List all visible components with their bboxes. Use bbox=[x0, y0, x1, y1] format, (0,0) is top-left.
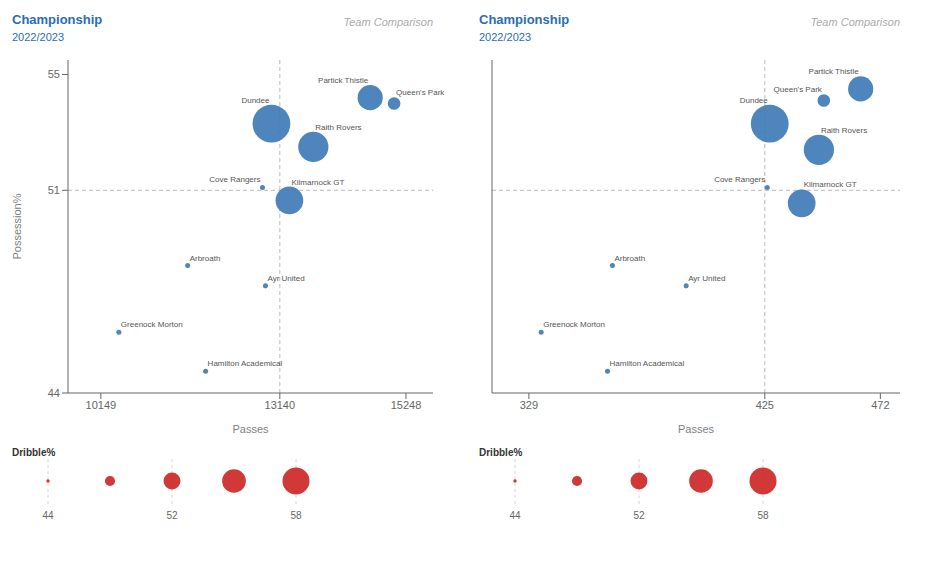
html-text:2022/2023: 2022/2023 bbox=[479, 31, 531, 43]
svg-text:Dribble%: Dribble% bbox=[12, 447, 55, 458]
svg-text:Arbroath: Arbroath bbox=[190, 254, 221, 263]
svg-text:58: 58 bbox=[290, 510, 302, 521]
svg-text:Raith Rovers: Raith Rovers bbox=[821, 126, 867, 135]
svg-text:51: 51 bbox=[48, 184, 60, 196]
svg-text:Greenock Morton: Greenock Morton bbox=[121, 320, 183, 329]
svg-text:Passes: Passes bbox=[232, 423, 269, 435]
svg-text:52: 52 bbox=[166, 510, 178, 521]
svg-text:Dribble%: Dribble% bbox=[479, 447, 522, 458]
svg-text:Hamilton Academical: Hamilton Academical bbox=[208, 359, 283, 368]
svg-text:13140: 13140 bbox=[265, 399, 296, 411]
html-text:Championship: Championship bbox=[12, 12, 103, 27]
svg-text:44: 44 bbox=[509, 510, 521, 521]
html-text:Team Comparison: Team Comparison bbox=[343, 16, 433, 28]
svg-text:Ayr United: Ayr United bbox=[267, 274, 304, 283]
svg-text:44: 44 bbox=[48, 387, 60, 399]
svg-text:44: 44 bbox=[42, 510, 54, 521]
svg-text:472: 472 bbox=[871, 399, 889, 411]
svg-text:15248: 15248 bbox=[391, 399, 422, 411]
html-text:Team Comparison: Team Comparison bbox=[810, 16, 900, 28]
html-text:2022/2023: 2022/2023 bbox=[12, 31, 64, 43]
svg-text:Ayr United: Ayr United bbox=[688, 274, 725, 283]
svg-text:Queen's Park: Queen's Park bbox=[396, 88, 445, 97]
svg-text:Partick Thistle: Partick Thistle bbox=[809, 67, 860, 76]
svg-text:Cove Rangers: Cove Rangers bbox=[209, 175, 260, 184]
svg-text:Possession%: Possession% bbox=[11, 193, 23, 259]
svg-text:425: 425 bbox=[756, 399, 774, 411]
svg-text:Partick Thistle: Partick Thistle bbox=[318, 76, 369, 85]
svg-text:Queen's Park: Queen's Park bbox=[774, 85, 823, 94]
svg-text:Kilmarnock GT: Kilmarnock GT bbox=[804, 180, 857, 189]
svg-text:Dundee: Dundee bbox=[241, 96, 270, 105]
svg-text:Dundee: Dundee bbox=[740, 96, 769, 105]
svg-text:Greenock Morton: Greenock Morton bbox=[543, 320, 605, 329]
svg-text:10149: 10149 bbox=[86, 399, 117, 411]
svg-text:55: 55 bbox=[48, 68, 60, 80]
svg-text:Passes: Passes bbox=[678, 423, 715, 435]
svg-text:Hamilton Academical: Hamilton Academical bbox=[610, 359, 685, 368]
svg-text:Cove Rangers: Cove Rangers bbox=[714, 175, 765, 184]
svg-text:Raith Rovers: Raith Rovers bbox=[315, 123, 361, 132]
svg-text:329: 329 bbox=[520, 399, 538, 411]
svg-text:52: 52 bbox=[633, 510, 645, 521]
html-text:Championship: Championship bbox=[479, 12, 570, 27]
svg-text:58: 58 bbox=[757, 510, 769, 521]
svg-text:Kilmarnock GT: Kilmarnock GT bbox=[291, 178, 344, 187]
svg-text:Arbroath: Arbroath bbox=[614, 254, 645, 263]
